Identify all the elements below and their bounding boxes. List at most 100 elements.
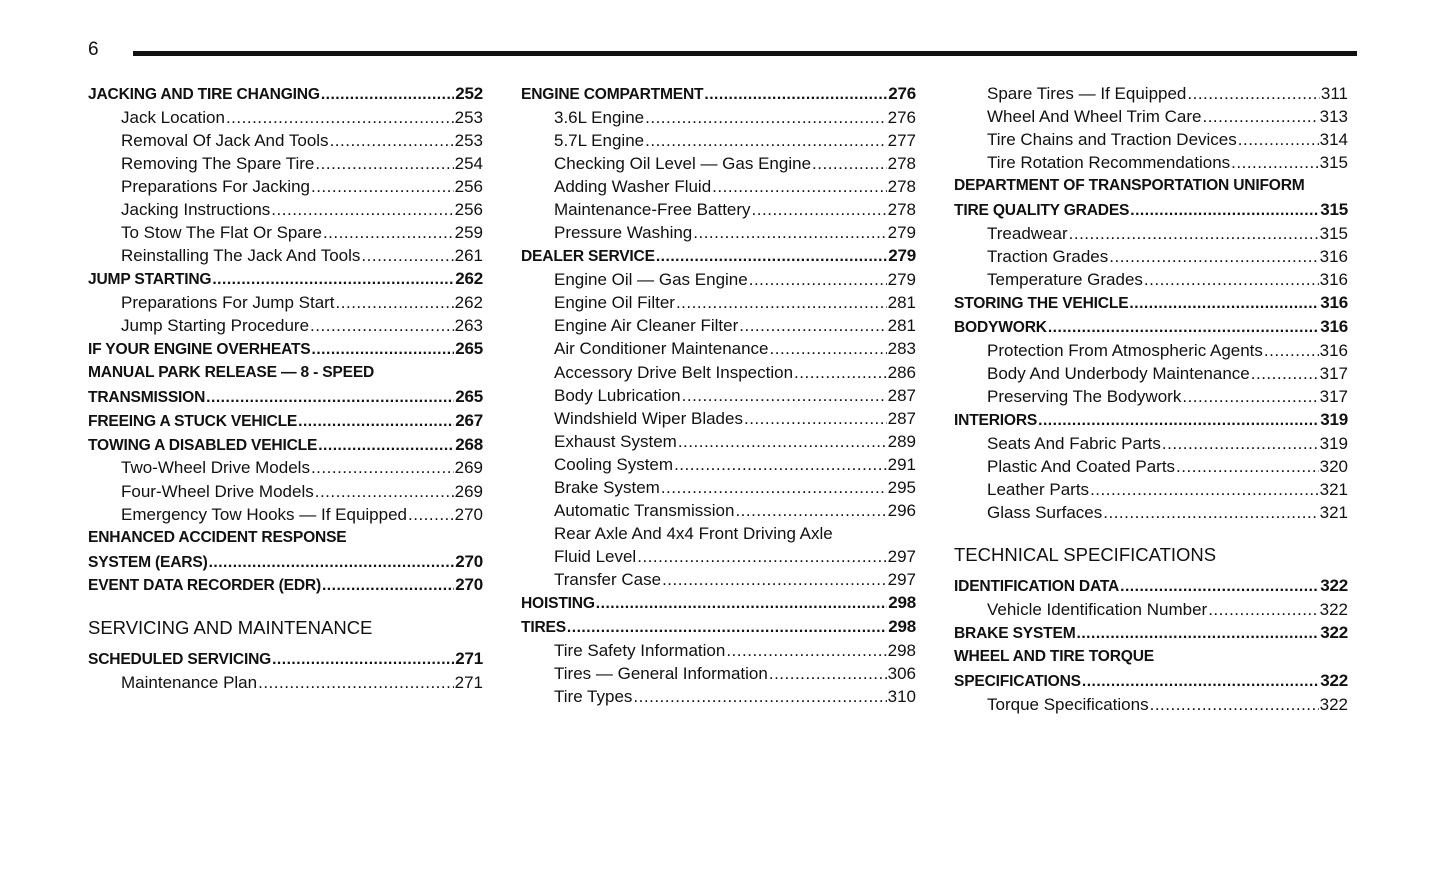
toc-entry[interactable]: BRAKE SYSTEM 322	[954, 621, 1348, 645]
dot-leader	[661, 476, 887, 499]
toc-subentry[interactable]: Windshield Wiper Blades 287	[521, 407, 916, 430]
toc-subentry[interactable]: Air Conditioner Maintenance 283	[521, 337, 916, 360]
toc-subentry[interactable]: Seats And Fabric Parts 319	[954, 432, 1348, 455]
toc-subentry[interactable]: To Stow The Flat Or Spare 259	[88, 221, 483, 244]
toc-subentry[interactable]: Body And Underbody Maintenance 317	[954, 362, 1348, 385]
toc-subentry[interactable]: Jump Starting Procedure 263	[88, 314, 483, 337]
toc-entry[interactable]: HOISTING 298	[521, 591, 916, 615]
toc-entry-label: Fluid Level	[554, 547, 637, 567]
toc-subentry[interactable]: Tire Rotation Recommendations 315	[954, 151, 1348, 174]
toc-subentry[interactable]: Maintenance-Free Battery 278	[521, 198, 916, 221]
toc-entry[interactable]: SYSTEM (EARS) 270	[88, 550, 483, 574]
toc-entry-label: TIRES	[521, 619, 566, 637]
toc-page-number: 263	[454, 316, 483, 336]
toc-entry[interactable]: TRANSMISSION 265	[88, 385, 483, 409]
toc-subentry[interactable]: Four-Wheel Drive Models 269	[88, 480, 483, 503]
dot-leader	[1144, 268, 1319, 291]
toc-subentry[interactable]: Tire Chains and Traction Devices 314	[954, 128, 1348, 151]
toc-entry[interactable]: FREEING A STUCK VEHICLE 267	[88, 409, 483, 433]
toc-subentry[interactable]: Spare Tires — If Equipped 311	[954, 82, 1348, 105]
toc-subentry[interactable]: Jack Location 253	[88, 106, 483, 129]
toc-subentry[interactable]: Maintenance Plan 271	[88, 671, 483, 694]
toc-subentry[interactable]: Fluid Level 297	[521, 545, 916, 568]
toc-entry[interactable]: TIRE QUALITY GRADES 315	[954, 198, 1348, 222]
dot-leader	[676, 291, 887, 314]
toc-subentry[interactable]: Transfer Case 297	[521, 568, 916, 591]
toc-subentry[interactable]: Pressure Washing 279	[521, 221, 916, 244]
toc-subentry[interactable]: Plastic And Coated Parts 320	[954, 455, 1348, 478]
toc-entry[interactable]: STORING THE VEHICLE 316	[954, 291, 1348, 315]
toc-subentry[interactable]: Engine Oil — Gas Engine 279	[521, 268, 916, 291]
toc-entry-label: Jack Location	[121, 107, 225, 127]
toc-entry-label: Adding Washer Fluid	[554, 177, 712, 197]
toc-subentry[interactable]: Adding Washer Fluid 278	[521, 175, 916, 198]
toc-entry-label: DEPARTMENT OF TRANSPORTATION UNIFORM	[954, 177, 1305, 195]
toc-entry[interactable]: IF YOUR ENGINE OVERHEATS 265	[88, 337, 483, 361]
toc-entry-label: BODYWORK	[954, 319, 1047, 337]
toc-subentry[interactable]: Body Lubrication 287	[521, 384, 916, 407]
dot-leader	[645, 106, 887, 129]
toc-page-number: 319	[1319, 433, 1348, 453]
toc-subentry[interactable]: Tires — General Information 306	[521, 662, 916, 685]
toc-subentry[interactable]: Accessory Drive Belt Inspection 286	[521, 361, 916, 384]
toc-entry[interactable]: IDENTIFICATION DATA 322	[954, 574, 1348, 598]
toc-entry[interactable]: EVENT DATA RECORDER (EDR) 270	[88, 573, 483, 597]
toc-subentry[interactable]: Brake System 295	[521, 476, 916, 499]
toc-subentry[interactable]: 5.7L Engine 277	[521, 129, 916, 152]
dot-leader	[1103, 501, 1318, 524]
toc-subentry[interactable]: Preparations For Jump Start 262	[88, 291, 483, 314]
toc-entry[interactable]: TIRES 298	[521, 615, 916, 639]
toc-subentry[interactable]: 3.6L Engine 276	[521, 106, 916, 129]
toc-entry: WHEEL AND TIRE TORQUE	[954, 645, 1348, 669]
toc-subentry[interactable]: Engine Air Cleaner Filter 281	[521, 314, 916, 337]
toc-subentry[interactable]: Two-Wheel Drive Models 269	[88, 456, 483, 479]
toc-subentry[interactable]: Emergency Tow Hooks — If Equipped 270	[88, 503, 483, 526]
toc-subentry[interactable]: Cooling System 291	[521, 453, 916, 476]
toc-subentry[interactable]: Jacking Instructions 256	[88, 198, 483, 221]
toc-subentry[interactable]: Removal Of Jack And Tools 253	[88, 129, 483, 152]
dot-leader	[330, 129, 454, 152]
toc-subentry[interactable]: Checking Oil Level — Gas Engine 278	[521, 152, 916, 175]
toc-entry[interactable]: TOWING A DISABLED VEHICLE 268	[88, 433, 483, 457]
toc-subentry[interactable]: Engine Oil Filter 281	[521, 291, 916, 314]
toc-entry[interactable]: BODYWORK 316	[954, 315, 1348, 339]
toc-entry-label: INTERIORS	[954, 412, 1038, 430]
toc-entry[interactable]: JUMP STARTING 262	[88, 267, 483, 291]
toc-entry: MANUAL PARK RELEASE — 8 - SPEED	[88, 361, 483, 385]
toc-entry-label: Rear Axle And 4x4 Front Driving Axle	[554, 524, 833, 544]
toc-subentry[interactable]: Wheel And Wheel Trim Care 313	[954, 105, 1348, 128]
toc-entry[interactable]: SPECIFICATIONS 322	[954, 669, 1348, 693]
toc-subentry[interactable]: Torque Specifications 322	[954, 693, 1348, 716]
dot-leader	[739, 314, 886, 337]
toc-subentry[interactable]: Preserving The Bodywork 317	[954, 385, 1348, 408]
toc-subentry[interactable]: Reinstalling The Jack And Tools 261	[88, 244, 483, 267]
toc-subentry[interactable]: Tire Types 310	[521, 685, 916, 708]
dot-leader	[1231, 151, 1318, 174]
toc-entry[interactable]: INTERIORS 319	[954, 408, 1348, 432]
toc-subentry[interactable]: Removing The Spare Tire 254	[88, 152, 483, 175]
toc-subentry[interactable]: Tire Safety Information 298	[521, 639, 916, 662]
toc-page-number: 316	[1319, 270, 1348, 290]
toc-subentry[interactable]: Glass Surfaces 321	[954, 501, 1348, 524]
toc-entry-label: Treadwear	[987, 223, 1068, 243]
toc-page-number: 316	[1319, 340, 1348, 360]
toc-subentry[interactable]: Protection From Atmospheric Agents 316	[954, 339, 1348, 362]
toc-entry-label: Maintenance-Free Battery	[554, 200, 751, 220]
dot-leader	[1187, 82, 1320, 105]
dot-leader	[633, 685, 886, 708]
toc-page-number: 317	[1319, 387, 1348, 407]
toc-entry-label: BRAKE SYSTEM	[954, 625, 1076, 643]
toc-entry-label: DEALER SERVICE	[521, 248, 655, 266]
toc-entry[interactable]: JACKING AND TIRE CHANGING 252	[88, 82, 483, 106]
toc-subentry[interactable]: Vehicle Identification Number 322	[954, 598, 1348, 621]
toc-subentry[interactable]: Automatic Transmission 296	[521, 499, 916, 522]
toc-subentry[interactable]: Exhaust System 289	[521, 430, 916, 453]
toc-subentry[interactable]: Traction Grades 316	[954, 245, 1348, 268]
toc-subentry[interactable]: Preparations For Jacking 256	[88, 175, 483, 198]
toc-subentry[interactable]: Temperature Grades 316	[954, 268, 1348, 291]
toc-entry[interactable]: ENGINE COMPARTMENT 276	[521, 82, 916, 106]
toc-entry[interactable]: DEALER SERVICE 279	[521, 244, 916, 268]
toc-subentry[interactable]: Treadwear 315	[954, 222, 1348, 245]
toc-entry[interactable]: SCHEDULED SERVICING 271	[88, 647, 483, 671]
toc-subentry[interactable]: Leather Parts 321	[954, 478, 1348, 501]
